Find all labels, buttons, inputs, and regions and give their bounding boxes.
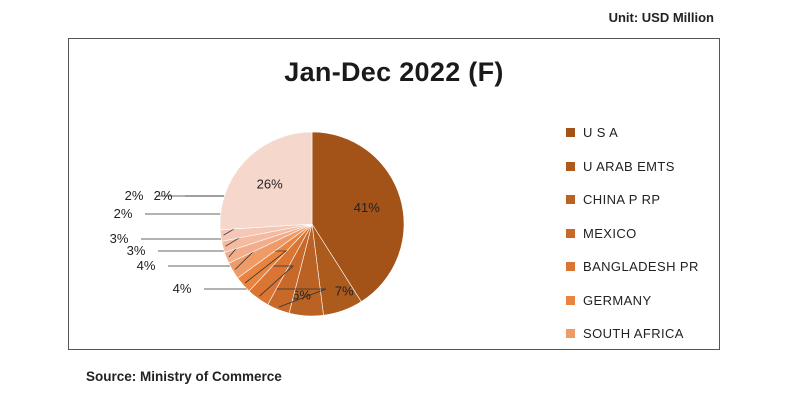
slice-label: 3% (127, 243, 146, 258)
legend-item: U ARAB EMTS (566, 150, 699, 184)
leader-line (204, 288, 327, 308)
slice-label: 3% (110, 231, 129, 246)
leader-line (158, 250, 288, 284)
legend-swatch (566, 329, 575, 339)
legend-swatch (566, 262, 575, 272)
slice-label: 2% (114, 206, 133, 221)
chart-title: Jan-Dec 2022 (F) (284, 57, 504, 87)
legend-label: SOUTH AFRICA (583, 326, 684, 342)
legend-swatch (566, 195, 575, 205)
slice-label: 41% (354, 200, 380, 215)
slice-label: 6% (292, 288, 311, 303)
legend-item: U S A (566, 116, 699, 150)
chart-frame: Jan-Dec 2022 (F) 41% 7% 6% 4% 4% 3% 3% 2% 2% 2% 26… (68, 38, 720, 350)
legend-item: SOUTH AFRICA (566, 317, 699, 351)
source-label: Source: Ministry of Commerce (86, 369, 282, 384)
legend-label: BANGLADESH PR (583, 259, 699, 275)
legend-label: MEXICO (583, 225, 637, 241)
legend-label: GERMANY (583, 292, 652, 308)
unit-label: Unit: USD Million (608, 10, 714, 25)
legend-item: MEXICO (566, 217, 699, 251)
legend-swatch (566, 228, 575, 238)
legend-item: GERMANY (566, 284, 699, 318)
leader-line (168, 265, 295, 297)
slice-label: 26% (257, 176, 283, 191)
slice-label: 2% (125, 188, 144, 203)
pie-slice (311, 131, 405, 303)
legend-item: CHINA P RP (566, 183, 699, 217)
legend-label: U S A (583, 125, 619, 141)
pie-chart: 41%7%6%4%4%3%3%2%2%2%26% (110, 131, 405, 317)
slice-label: 7% (335, 284, 354, 299)
legend-swatch (566, 295, 575, 305)
slice-label: 4% (173, 281, 192, 296)
slice-label: 4% (137, 258, 156, 273)
legend-swatch (566, 161, 575, 171)
pie-slice (219, 131, 313, 231)
legend-item: BANGLADESH PR (566, 250, 699, 284)
chart-legend: U S A U ARAB EMTS CHINA P RP MEXICO BANGLADE… (566, 116, 699, 351)
slice-label: 2% (154, 188, 173, 203)
legend-label: CHINA P RP (583, 192, 661, 208)
legend-label: U ARAB EMTS (583, 158, 675, 174)
legend-swatch (566, 128, 575, 138)
